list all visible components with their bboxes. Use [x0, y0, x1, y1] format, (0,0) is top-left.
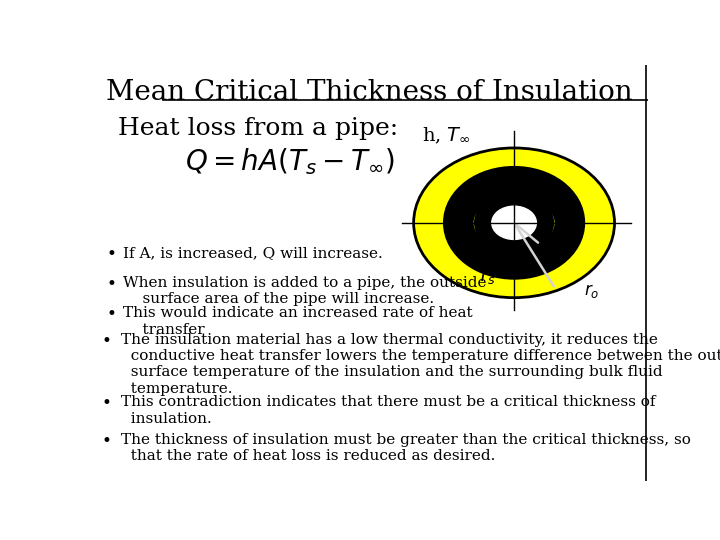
Text: •: •	[107, 306, 117, 323]
Text: Heat loss from a pipe:: Heat loss from a pipe:	[118, 117, 398, 140]
Text: Mean Critical Thickness of Insulation: Mean Critical Thickness of Insulation	[106, 79, 632, 106]
Text: •: •	[101, 333, 111, 350]
Text: $r_o$: $r_o$	[584, 282, 599, 300]
Circle shape	[413, 148, 615, 298]
Text: This contradiction indicates that there must be a critical thickness of
  insula: This contradiction indicates that there …	[121, 395, 655, 426]
Text: h, $T_{\infty}$: h, $T_{\infty}$	[422, 125, 471, 145]
Text: This would indicate an increased rate of heat
    transfer: This would indicate an increased rate of…	[124, 306, 473, 336]
Text: The insulation material has a low thermal conductivity, it reduces the
  conduct: The insulation material has a low therma…	[121, 333, 720, 396]
Text: If A, is increased, Q will increase.: If A, is increased, Q will increase.	[124, 246, 383, 260]
Text: •: •	[101, 433, 111, 450]
Circle shape	[492, 206, 536, 239]
Text: The thickness of insulation must be greater than the critical thickness, so
  th: The thickness of insulation must be grea…	[121, 433, 690, 463]
Text: $T_s$: $T_s$	[477, 266, 496, 286]
Text: $r_i$: $r_i$	[560, 237, 572, 255]
Text: When insulation is added to a pipe, the outside
    surface area of the pipe wil: When insulation is added to a pipe, the …	[124, 276, 487, 306]
Text: •: •	[107, 276, 117, 293]
Text: •: •	[101, 395, 111, 413]
Text: •: •	[107, 246, 117, 262]
Text: $Q = hA\left(T_s - T_{\infty}\right)$: $Q = hA\left(T_s - T_{\infty}\right)$	[185, 146, 395, 177]
Circle shape	[475, 194, 553, 252]
